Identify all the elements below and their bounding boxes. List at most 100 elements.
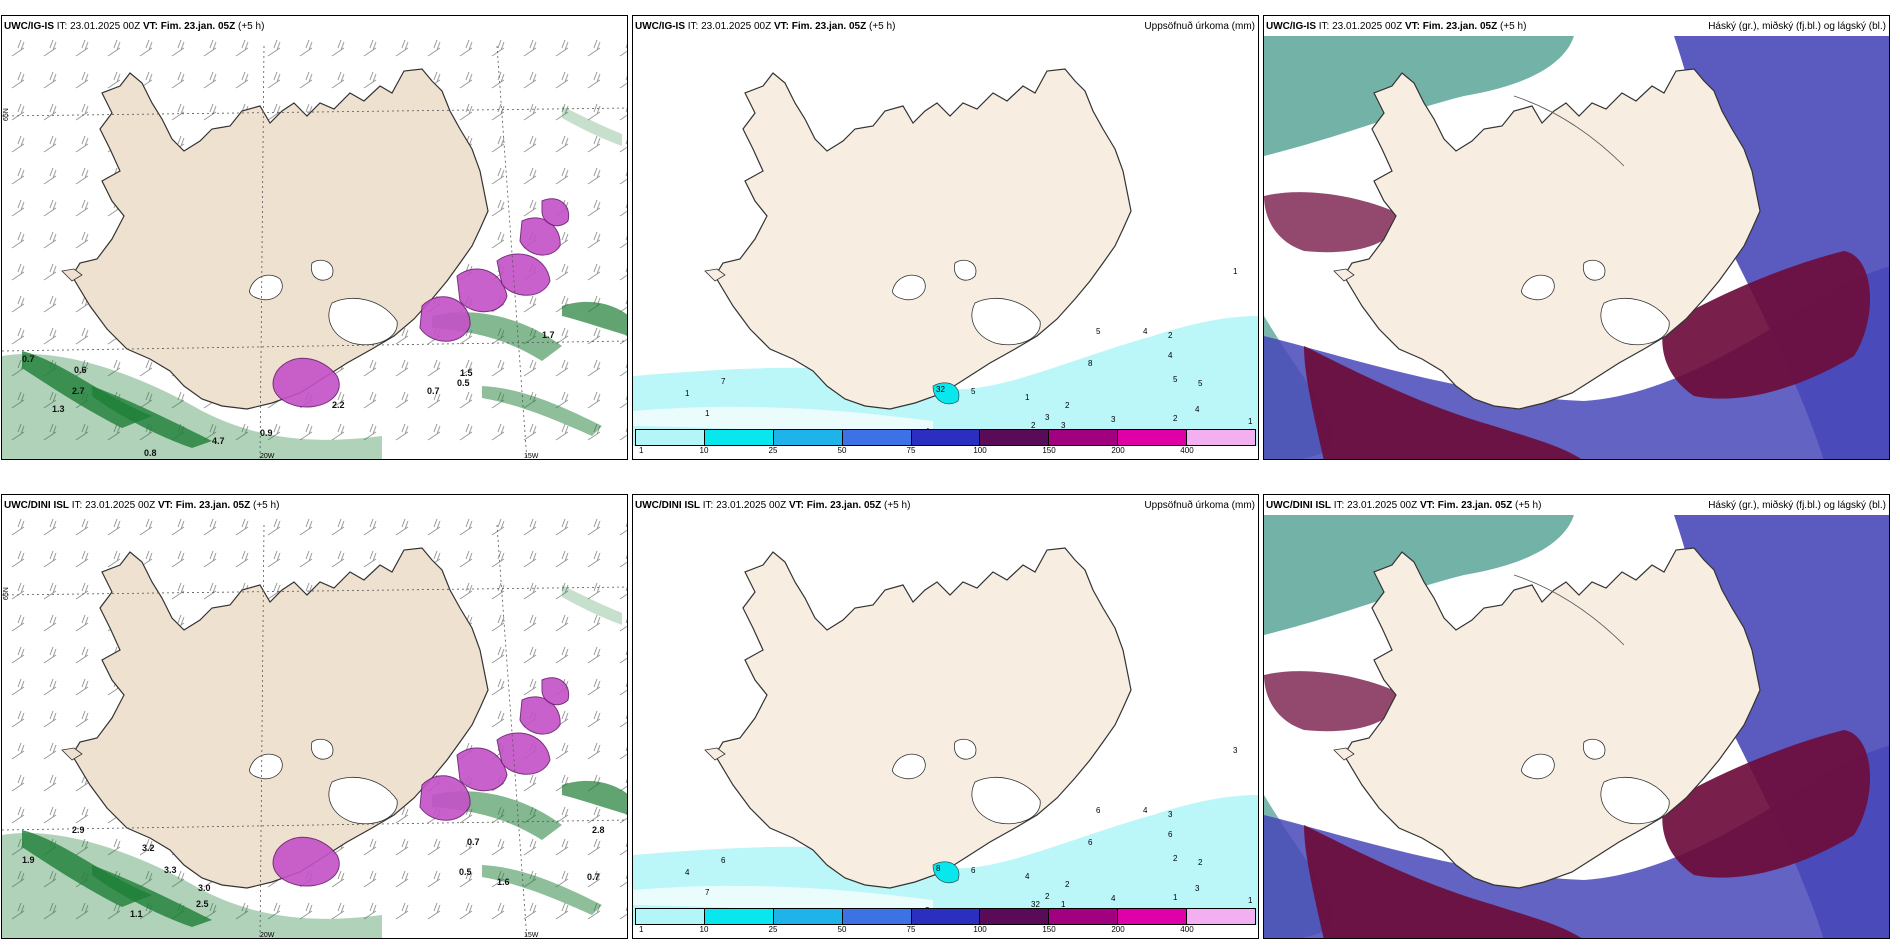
wind-barb [43,423,57,441]
panel-right-title: Háský (gr.), miðský (fj.bl.) og lágský (… [1708,21,1886,32]
wind-barb [555,518,569,536]
precip-value-label: 7 [705,888,710,897]
wind-barb [107,838,121,856]
wind-barb [43,806,57,824]
wind-barb [491,199,505,217]
wind-barb [555,167,569,185]
wind-barb [299,71,313,89]
colorbar-swatch [911,430,981,445]
wind-barb [427,359,441,377]
wind-barb [587,550,601,568]
wind-barb [395,838,409,856]
wind-barb [267,550,281,568]
wind-barb [171,870,185,888]
snow-accumulation [272,677,570,887]
colorbar-swatch [980,909,1050,924]
wind-barb [75,582,89,600]
precip-value-label: 1 [1248,417,1253,426]
wind-barb [395,391,409,409]
colorbar-swatch [1187,430,1256,445]
wind-barb [11,806,25,824]
wind-barb [43,263,57,281]
wind-barb [267,71,281,89]
wind-barb [75,199,89,217]
wind-barb [523,646,537,664]
precip-value-label: 3 [1233,746,1238,755]
wind-barb [43,103,57,121]
wind-barb [299,550,313,568]
wind-barb [203,582,217,600]
precip-value-label: 6 [971,866,976,875]
wind-barb [11,135,25,153]
glacier-langjokull [892,274,926,301]
wind-barb [491,135,505,153]
snow-blob [541,677,570,706]
colorbar-label: 150 [1042,925,1056,934]
wind-barb [11,870,25,888]
wind-barb [235,71,249,89]
precip-value-label: 7 [721,377,726,386]
precip-value-label: 1 [1233,267,1238,276]
graticule [2,45,627,459]
wind-barb [11,710,25,728]
wind-barb [427,39,441,57]
wind-barb [75,103,89,121]
glacier-hofsjokull [310,259,334,281]
precip-value-label: 1 [1173,893,1178,902]
snow-blob [519,696,561,735]
wind-barb [331,518,345,536]
wind-barb [11,199,25,217]
wind-speed-contour [562,585,622,625]
island-small [1333,747,1355,761]
wind-barb [43,518,57,536]
island-small [1333,268,1355,282]
wind-barb [459,582,473,600]
wind-barb [107,39,121,57]
graticule [2,524,627,938]
precip-maximum [932,382,960,405]
snow-blob [419,775,471,821]
wind-barb [555,582,569,600]
wind-barb [11,614,25,632]
island-small [704,268,726,282]
wind-barb [171,39,185,57]
precip-value-label: 1 [1025,393,1030,402]
iceland-coastline [71,68,489,410]
lat-label: 65N [3,108,10,121]
wind-barb [43,199,57,217]
wind-barb [363,39,377,57]
wind-barb [619,586,627,600]
lon-line [259,45,265,459]
colorbar-label: 1 [638,446,644,455]
colorbar-label: 200 [1111,925,1125,934]
wind-barb [43,582,57,600]
iceland-coastline [714,547,1132,889]
wind-barb [459,518,473,536]
wind-value-label: 0.7 [467,837,480,847]
wind-barb [619,554,627,568]
wind-barb [107,359,121,377]
wind-value-label: 3.0 [198,883,211,893]
wind-barb [395,902,409,920]
wind-barb [75,710,89,728]
wind-barb [43,295,57,313]
wind-value-label: 1.3 [52,404,65,414]
wind-barb [171,103,185,121]
wind-barb [459,103,473,121]
wind-speed-contour [562,301,627,336]
wind-barb [363,870,377,888]
wind-barb [523,518,537,536]
wind-barb [523,359,537,377]
wind-barb [43,774,57,792]
mid-cloud [1264,671,1404,732]
wind-barb [619,139,627,153]
wind-barb [491,646,505,664]
wind-panel-row2: 65N 20W 15W 1.9 2.9 3.2 3.3 3.0 2.5 1.1 0.7 0.5 1.6 2… [1,494,628,939]
wind-speed-contour [92,386,212,448]
colorbar-label: 25 [768,446,778,455]
wind-barb [75,646,89,664]
wind-barb [619,842,627,856]
wind-barb [523,614,537,632]
panel-header: UWC/DINI ISL IT: 23.01.2025 00Z VT: Fim.… [635,500,911,511]
island-small [61,268,83,282]
